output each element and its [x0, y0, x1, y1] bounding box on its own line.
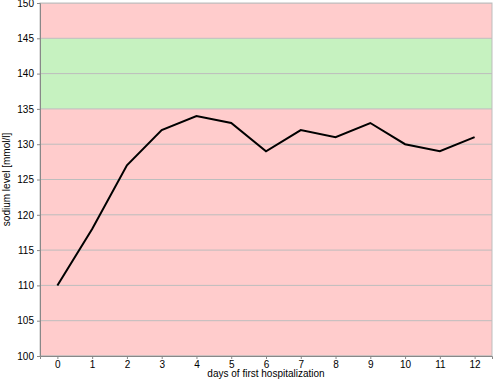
- x-tick-label: 4: [194, 359, 200, 370]
- grid-line: [40, 73, 492, 74]
- y-tick-mark: [37, 3, 40, 4]
- x-tick: 1: [90, 356, 96, 370]
- y-tick: 115: [18, 245, 40, 256]
- grid-line: [40, 285, 492, 286]
- y-tick: 105: [17, 315, 40, 326]
- x-tick: 0: [55, 356, 61, 370]
- y-tick: 140: [17, 68, 40, 79]
- chart-container: 1001051101151201251301351401451500123456…: [0, 0, 500, 380]
- y-tick-mark: [37, 144, 40, 145]
- y-tick: 150: [17, 0, 40, 9]
- y-tick-mark: [37, 215, 40, 216]
- x-tick: 12: [470, 356, 482, 370]
- y-tick-label: 110: [18, 280, 34, 291]
- y-axis-line: [37, 4, 41, 357]
- y-tick: 110: [18, 280, 40, 291]
- y-tick-mark: [37, 74, 40, 75]
- x-tick-label: 9: [368, 359, 374, 370]
- grid-line: [40, 320, 492, 321]
- y-tick: 125: [17, 174, 40, 185]
- x-tick-label: 0: [55, 359, 61, 370]
- x-axis-title: days of first hospitalization: [207, 368, 324, 379]
- x-tick-label: 1: [90, 359, 96, 370]
- x-tick-label: 8: [333, 359, 339, 370]
- y-tick-label: 145: [17, 33, 34, 44]
- y-tick: 100: [17, 351, 40, 362]
- chart-svg: 1001051101151201251301351401451500123456…: [0, 0, 500, 380]
- x-tick-label: 3: [159, 359, 165, 370]
- x-tick-label: 10: [400, 359, 412, 370]
- y-tick-mark: [37, 285, 40, 286]
- grid-line: [40, 250, 492, 251]
- low-range-band: [40, 109, 492, 356]
- y-tick-mark: [37, 356, 40, 357]
- y-tick-label: 140: [17, 68, 34, 79]
- x-tick-label: 12: [470, 359, 482, 370]
- x-tick-label: 11: [435, 359, 446, 370]
- y-tick-mark: [37, 321, 40, 322]
- normal-range-band: [40, 38, 492, 109]
- x-tick: 3: [159, 356, 165, 370]
- y-tick-label: 105: [17, 315, 34, 326]
- y-tick: 130: [17, 139, 40, 150]
- y-tick-label: 120: [17, 210, 34, 221]
- high-range-band: [40, 3, 492, 38]
- grid-line: [40, 214, 492, 215]
- y-tick-label: 115: [18, 245, 34, 256]
- y-tick: 135: [17, 104, 40, 115]
- y-tick-mark: [37, 250, 40, 251]
- plot-frame: [40, 3, 492, 356]
- y-tick-label: 130: [17, 139, 34, 150]
- x-tick-label: 2: [125, 359, 131, 370]
- x-tick: 9: [368, 356, 374, 370]
- x-tick: 11: [435, 356, 446, 370]
- y-tick-mark: [37, 38, 40, 39]
- grid-line: [40, 108, 492, 109]
- y-tick-mark: [37, 109, 40, 110]
- y-tick-label: 150: [17, 0, 34, 9]
- grid-line: [40, 179, 492, 180]
- x-tick: 2: [125, 356, 131, 370]
- y-axis-title: sodium level [mmol/l]: [1, 133, 12, 227]
- sodium-line: [57, 116, 474, 285]
- y-tick-mark: [37, 180, 40, 181]
- plot-area: [40, 3, 492, 356]
- grid-line: [40, 38, 492, 39]
- y-axis: 100 105 110 115 120 125 130 135 140 145 150: [17, 0, 40, 362]
- x-tick: 10: [400, 356, 412, 370]
- y-tick: 120: [17, 210, 40, 221]
- y-tick-label: 135: [17, 104, 34, 115]
- y-tick-label: 125: [17, 174, 34, 185]
- y-tick: 145: [17, 33, 40, 44]
- y-tick-label: 100: [17, 351, 34, 362]
- x-tick: 8: [333, 356, 339, 370]
- grid-line: [40, 144, 492, 145]
- x-tick: 4: [194, 356, 200, 370]
